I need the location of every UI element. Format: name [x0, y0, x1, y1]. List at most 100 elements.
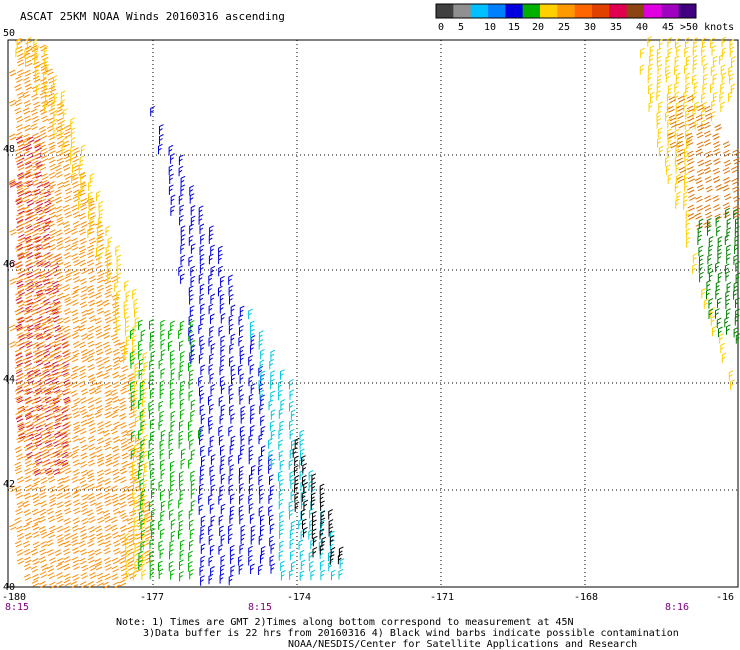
wind-barb-461 — [17, 300, 25, 308]
wind-barb-1609 — [289, 400, 294, 412]
wind-barb-1847 — [674, 181, 680, 193]
wind-barb-931 — [113, 539, 121, 547]
wind-barb-1369 — [180, 273, 185, 284]
wind-barb-1548 — [250, 525, 256, 536]
wind-barb-834 — [22, 500, 30, 508]
wind-barb-1446 — [208, 394, 213, 406]
wind-barb-1892 — [703, 130, 712, 138]
wind-barb-1477 — [240, 434, 246, 445]
wind-barb-1229 — [188, 419, 193, 431]
wind-barb-1980 — [726, 253, 731, 264]
wind-barb-208 — [14, 84, 22, 91]
wind-barb-978 — [89, 564, 97, 572]
wind-barb-1518 — [269, 485, 275, 496]
wind-barb-1960 — [726, 217, 732, 229]
wind-barb-1644 — [278, 498, 284, 510]
wind-barb-1087 — [114, 297, 120, 309]
wind-barb-1003 — [63, 579, 72, 587]
wind-barb-1439 — [210, 384, 216, 395]
wind-barb-1774 — [647, 72, 653, 84]
wind-barb-1702 — [319, 483, 325, 495]
wind-barb-1383 — [219, 293, 225, 305]
wind-barb-542 — [14, 348, 23, 356]
wind-barb-480 — [63, 307, 72, 315]
wind-barb-1429 — [249, 363, 255, 375]
wind-barb-543 — [24, 348, 32, 356]
wind-barb-1266 — [170, 479, 175, 491]
wind-barb-781 — [119, 467, 128, 475]
wind-barb-1794 — [650, 91, 655, 103]
wind-barb-1637 — [290, 478, 296, 489]
wind-barb-377 — [32, 244, 41, 252]
wind-barb-1500 — [251, 464, 256, 476]
wind-barb-1458 — [259, 403, 265, 415]
wind-barb-378 — [41, 243, 49, 250]
wind-barb-1749 — [701, 45, 706, 56]
wind-barb-1168 — [168, 328, 173, 340]
wind-barb-940 — [46, 549, 55, 557]
wind-barb-485 — [103, 309, 111, 317]
wind-barb-893 — [79, 525, 87, 533]
wind-barb-1367 — [210, 265, 216, 277]
wind-barb-791 — [71, 476, 79, 484]
wind-barb-1899 — [712, 141, 721, 149]
wind-barb-1307 — [159, 548, 165, 559]
wind-barb-1450 — [248, 393, 254, 405]
wind-barb-1484 — [240, 444, 245, 455]
wind-barb-452 — [48, 291, 56, 299]
wind-barb-1085 — [125, 290, 131, 302]
wind-barb-1218 — [139, 410, 145, 421]
wind-barb-950 — [126, 548, 135, 556]
wind-barb-1115 — [142, 396, 147, 407]
wind-barb-575 — [56, 363, 64, 371]
wind-barb-641 — [111, 396, 120, 403]
wind-barb-267 — [14, 155, 23, 163]
wind-barb-1200 — [159, 380, 165, 391]
wind-barb-223 — [46, 99, 55, 107]
wind-barb-776 — [80, 469, 89, 477]
legend-swatch-2 — [470, 4, 489, 18]
wind-barb-120 — [33, 369, 42, 377]
note-line-2: 3)Data buffer is 22 hrs from 20160316 4)… — [143, 628, 679, 639]
wind-barb-1775 — [657, 74, 662, 85]
legend-swatch-8 — [574, 4, 593, 18]
wind-barb-1695 — [302, 463, 308, 474]
wind-barb-780 — [111, 468, 120, 476]
wind-barb-717 — [119, 437, 128, 445]
wind-barb-281 — [62, 164, 71, 171]
wind-barb-0 — [15, 136, 24, 144]
wind-barb-983 — [127, 563, 135, 571]
wind-barb-1959 — [715, 216, 721, 227]
wind-barb-1958 — [706, 217, 712, 229]
wind-barb-1260 — [170, 471, 175, 482]
wind-barb-1538 — [229, 513, 235, 524]
wind-barb-821 — [48, 493, 57, 501]
wind-barb-1032 — [43, 101, 49, 112]
wind-barb-1769 — [692, 63, 698, 74]
wind-barb-1463 — [240, 413, 246, 424]
wind-barb-725 — [56, 445, 64, 453]
wind-barb-976 — [72, 563, 80, 571]
wind-barb-962 — [87, 556, 95, 564]
wind-barb-1940 — [732, 195, 740, 203]
wind-barb-789 — [56, 477, 65, 485]
wind-barb-475 — [22, 308, 31, 315]
wind-barb-313 — [31, 196, 40, 204]
wind-barb-1098 — [132, 325, 138, 336]
wind-barb-1711 — [301, 508, 306, 520]
wind-barb-1618 — [289, 428, 295, 440]
wind-barb-361 — [78, 228, 87, 236]
wind-barb-1813 — [656, 111, 662, 122]
wind-barb-674 — [17, 421, 25, 429]
wind-barb-1143 — [124, 533, 130, 544]
wind-barb-746 — [96, 453, 105, 461]
wind-barb-1605 — [278, 389, 283, 401]
wind-barb-321 — [17, 204, 25, 212]
wind-barb-1345 — [198, 214, 204, 225]
wind-barb-457 — [87, 291, 96, 299]
wind-barb-164 — [54, 431, 62, 439]
wind-barb-1648 — [279, 510, 285, 522]
wind-barb-1888 — [667, 132, 675, 139]
wind-barb-1198 — [139, 380, 145, 392]
